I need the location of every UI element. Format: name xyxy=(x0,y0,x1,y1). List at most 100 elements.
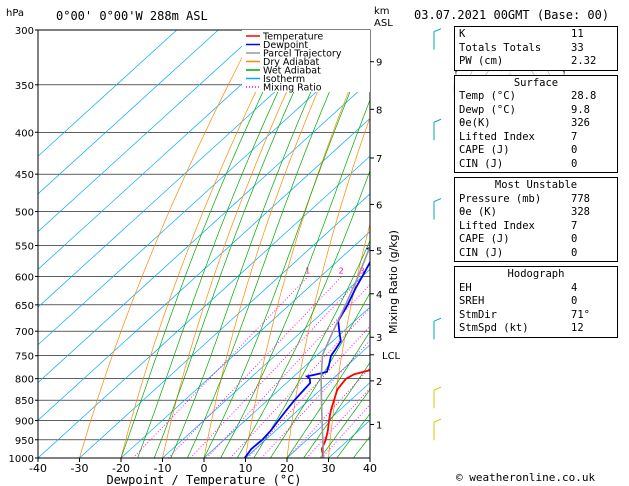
series-parcel-trajectory xyxy=(320,244,370,458)
isotherm xyxy=(203,306,370,458)
wet-adiabat xyxy=(203,43,370,458)
wet-adiabat xyxy=(303,362,370,458)
pressure-tick-label: 650 xyxy=(15,301,34,312)
series-dewpoint xyxy=(243,246,370,458)
copyright-link[interactable]: © weatheronline.co.uk xyxy=(456,471,596,484)
index-row: PW (cm) 2.32 xyxy=(459,55,613,69)
surface-label: Dewp (°C) xyxy=(459,103,516,116)
most-unstable-value: 7 xyxy=(571,219,578,232)
pressure-tick-label: 450 xyxy=(15,170,34,181)
wind-barb-flag xyxy=(433,418,442,423)
pressure-unit: hPa xyxy=(6,8,24,19)
mixing-ratio-label: 10 xyxy=(427,266,437,275)
surface-value: 0 xyxy=(571,144,578,156)
wet-adiabat xyxy=(153,30,323,458)
pressure-tick-label: 600 xyxy=(15,272,34,283)
surface-value: 7 xyxy=(571,130,578,143)
legend-label: Isotherm xyxy=(263,74,305,85)
most-unstable-row: θe (K) 328 xyxy=(459,206,613,220)
pressure-tick-label: 550 xyxy=(15,241,34,252)
most-unstable-value: 328 xyxy=(571,206,590,218)
dry-adiabat xyxy=(79,30,257,458)
isotherm xyxy=(162,268,370,458)
isotherm xyxy=(38,30,344,308)
most-unstable-label: Lifted Index xyxy=(459,219,535,232)
hodograph-stat-value: 4 xyxy=(571,281,578,294)
surface-value: 9.8 xyxy=(571,103,590,116)
mixing-ratio-label: 1 xyxy=(305,266,310,275)
height-tick-label: 5 xyxy=(376,247,382,258)
pressure-tick-label: 500 xyxy=(15,208,34,219)
most-unstable-label: Pressure (mb) xyxy=(459,192,542,205)
surface-row: Temp (°C) 28.8 xyxy=(459,90,613,104)
surface-row: CIN (J) 0 xyxy=(459,158,613,172)
height-unit-bottom: ASL xyxy=(374,18,393,29)
surface-value: 0 xyxy=(571,157,578,170)
wet-adiabat xyxy=(286,330,370,458)
index-label: K xyxy=(459,28,466,40)
hodograph-stat-label: StmDir xyxy=(459,308,497,321)
pressure-tick-label: 400 xyxy=(15,128,34,139)
index-value: 2.32 xyxy=(571,55,597,67)
pressure-tick-label: 1000 xyxy=(9,454,34,465)
wet-adiabat xyxy=(120,30,294,458)
index-label: Totals Totals xyxy=(459,41,542,54)
wet-adiabat xyxy=(236,169,370,458)
height-tick-label: 8 xyxy=(376,105,382,116)
isotherm xyxy=(286,382,370,458)
hodograph-stat-value: 12 xyxy=(571,322,584,334)
mixing-ratio-line xyxy=(132,276,309,458)
dry-adiabat xyxy=(245,38,370,458)
mixing-ratio-line xyxy=(306,387,370,458)
isotherm xyxy=(38,30,219,195)
height-tick-label: 7 xyxy=(376,154,382,165)
hodograph-stat-row: EH 4 xyxy=(459,282,613,296)
pressure-tick-label: 350 xyxy=(15,81,34,92)
hodograph-stat-label: SREH xyxy=(459,295,485,307)
most-unstable-title: Most Unstable xyxy=(494,179,578,191)
mixing-ratio-line xyxy=(229,307,370,458)
isotherm xyxy=(245,344,370,458)
location-title: 0°00' 0°00'W 288m ASL xyxy=(56,9,208,23)
wind-barb-flag xyxy=(433,386,442,391)
hodograph-box: Hodograph EH 4 SREH 0 StmDir 71° StmSpd (kt) 12 xyxy=(454,266,618,338)
mixing-ratio-label: 8 xyxy=(414,266,419,275)
x-tick-label: -10 xyxy=(154,462,172,475)
hodograph-title: Hodograph xyxy=(507,268,565,280)
isotherm xyxy=(38,30,261,233)
surface-label: θe(K) xyxy=(459,117,491,129)
isotherm xyxy=(38,42,370,346)
hodograph-stat-label: EH xyxy=(459,281,472,294)
surface-row: Lifted Index 7 xyxy=(459,131,613,145)
dry-adiabat xyxy=(120,30,287,458)
legend-background xyxy=(242,30,370,92)
x-tick-label: 30 xyxy=(322,462,336,475)
wet-adiabat xyxy=(170,30,339,458)
plot-frame xyxy=(37,29,371,459)
pressure-tick-label: 900 xyxy=(15,417,34,428)
mixing-ratio-label: 2 xyxy=(339,266,344,275)
hodograph-stat-row: StmDir 71° xyxy=(459,309,613,323)
isotherm xyxy=(79,193,370,458)
mixing-ratio-line xyxy=(287,367,370,458)
mixing-ratio-line xyxy=(190,276,363,458)
mixing-ratio-line xyxy=(168,276,343,458)
thermo-grid: 12346810152025 xyxy=(38,30,437,458)
legend-label: Parcel Trajectory xyxy=(263,49,342,60)
hodograph-stat-row: StmSpd (kt) 12 xyxy=(459,322,613,336)
most-unstable-label: θe (K) xyxy=(459,206,497,218)
surface-row: CAPE (J) 0 xyxy=(459,144,613,158)
most-unstable-label: CAPE (J) xyxy=(459,233,510,245)
mixing-ratio-label: 4 xyxy=(375,266,380,275)
lcl-label: LCL xyxy=(382,351,401,362)
indices-box: K 11 Totals Totals 33 PW (cm) 2.32 xyxy=(454,26,618,71)
valid-datetime: 03.07.2021 00GMT (Base: 00) xyxy=(414,8,610,22)
dry-adiabat xyxy=(203,30,345,458)
most-unstable-value: 0 xyxy=(571,233,578,245)
wind-barb-flag xyxy=(433,198,442,203)
x-tick-label: 20 xyxy=(280,462,294,475)
pressure-tick-label: 800 xyxy=(15,375,34,386)
hodograph-stat-value: 71° xyxy=(571,308,590,321)
height-tick-label: 2 xyxy=(376,377,382,388)
height-tick-label: 9 xyxy=(376,58,382,69)
